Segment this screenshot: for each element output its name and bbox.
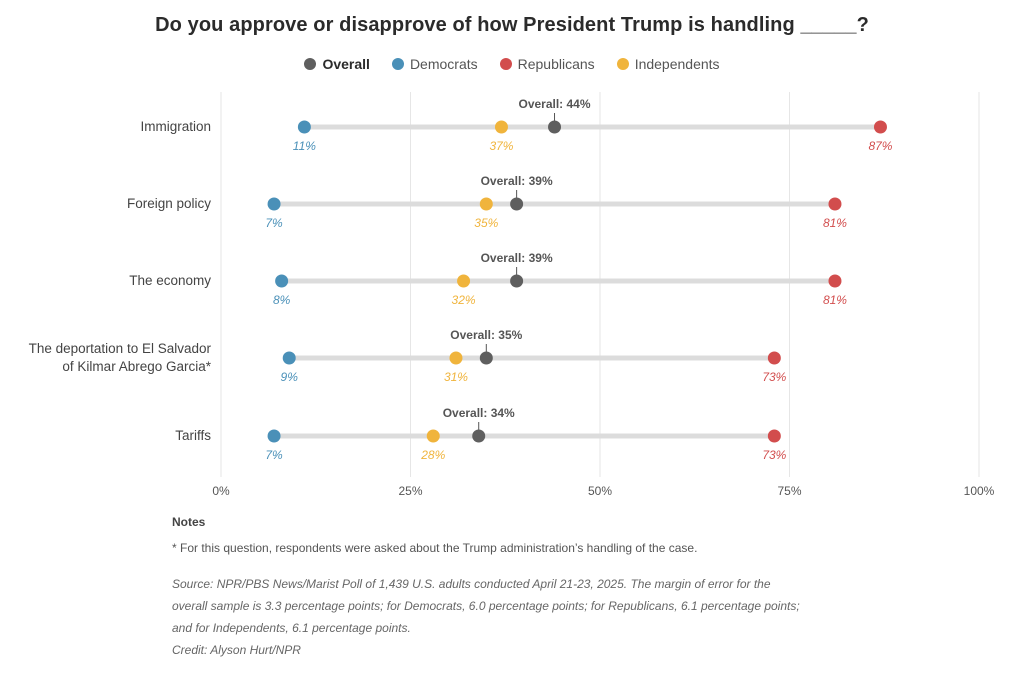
footnote: * For this question, respondents were as… — [172, 541, 698, 555]
dot-plot-chart: 0% 25% 50% 75% 100% Immigration Overall: 44% 11… — [29, 92, 995, 498]
legend-swatch-independents — [616, 58, 629, 70]
legend-label-republicans: Republicans — [517, 56, 595, 72]
x-tick-label-50: 50% — [588, 484, 612, 498]
dot-republicans — [828, 197, 842, 211]
legend-swatch-overall — [304, 58, 317, 70]
dot-republicans — [767, 429, 781, 443]
dot-independents — [449, 351, 463, 365]
dot-overall — [548, 120, 562, 134]
dot-republicans — [828, 274, 842, 288]
value-label-independents: 28% — [420, 448, 445, 462]
notes-heading: Notes — [172, 515, 206, 529]
value-label-republicans: 87% — [868, 139, 892, 153]
value-label-republicans: 81% — [823, 216, 847, 230]
value-label-republicans: 81% — [823, 293, 847, 307]
chart-title: Do you approve or disapprove of how Pres… — [155, 14, 869, 36]
value-label-democrats: 7% — [265, 216, 283, 230]
overall-label: Overall: 39% — [481, 174, 553, 188]
category-label: of Kilmar Abrego Garcia* — [62, 359, 211, 374]
value-label-democrats: 7% — [265, 448, 283, 462]
x-tick-label-0: 0% — [212, 484, 230, 498]
value-label-independents: 31% — [444, 370, 468, 384]
overall-label: Overall: 35% — [450, 328, 522, 342]
dot-overall — [479, 351, 493, 365]
category-label: The deportation to El Salvador — [29, 341, 212, 356]
category-label: Tariffs — [175, 428, 211, 443]
value-label-democrats: 11% — [293, 139, 316, 153]
legend-item-republicans: Republicans — [499, 56, 595, 72]
overall-label: Overall: 39% — [481, 251, 553, 265]
value-label-republicans: 73% — [762, 448, 786, 462]
dot-republicans — [873, 120, 887, 134]
dot-overall — [510, 274, 524, 288]
value-label-democrats: 9% — [281, 370, 299, 384]
source-line-2: overall sample is 3.3 percentage points;… — [172, 599, 800, 613]
dot-independents — [479, 197, 493, 211]
legend-label-overall: Overall — [322, 56, 370, 72]
dot-democrats — [275, 274, 289, 288]
category-label: Foreign policy — [127, 196, 211, 211]
legend-label-democrats: Democrats — [409, 56, 478, 72]
dot-democrats — [267, 197, 281, 211]
chart-legend: Overall Democrats Republicans Independen… — [0, 56, 1024, 72]
source-line-3: and for Independents, 6.1 percentage poi… — [172, 621, 411, 635]
dot-overall — [472, 429, 486, 443]
x-tick-label-25: 25% — [398, 484, 422, 498]
value-label-independents: 32% — [452, 293, 476, 307]
value-label-republicans: 73% — [762, 370, 786, 384]
dot-overall — [510, 197, 524, 211]
legend-label-independents: Independents — [634, 56, 720, 72]
dot-democrats — [297, 120, 311, 134]
overall-label: Overall: 44% — [518, 97, 590, 111]
legend-item-independents: Independents — [616, 56, 720, 72]
credit: Credit: Alyson Hurt/NPR — [172, 643, 301, 657]
dot-republicans — [767, 351, 781, 365]
overall-label: Overall: 34% — [443, 406, 515, 420]
category-label: The economy — [129, 273, 211, 288]
dot-democrats — [267, 429, 281, 443]
value-label-democrats: 8% — [273, 293, 291, 307]
value-label-independents: 37% — [489, 139, 513, 153]
dot-independents — [494, 120, 508, 134]
legend-item-overall: Overall — [304, 56, 370, 72]
legend-item-democrats: Democrats — [391, 56, 478, 72]
category-label: Immigration — [140, 119, 211, 134]
value-label-independents: 35% — [474, 216, 498, 230]
x-tick-label-75: 75% — [777, 484, 801, 498]
source-line-1: Source: NPR/PBS News/Marist Poll of 1,43… — [172, 577, 771, 591]
notes-section: Notes * For this question, respondents w… — [172, 515, 872, 661]
dot-independents — [457, 274, 471, 288]
legend-swatch-democrats — [391, 58, 404, 70]
legend-swatch-republicans — [499, 58, 512, 70]
dot-democrats — [282, 351, 296, 365]
x-tick-label-100: 100% — [964, 484, 995, 498]
dot-independents — [426, 429, 440, 443]
